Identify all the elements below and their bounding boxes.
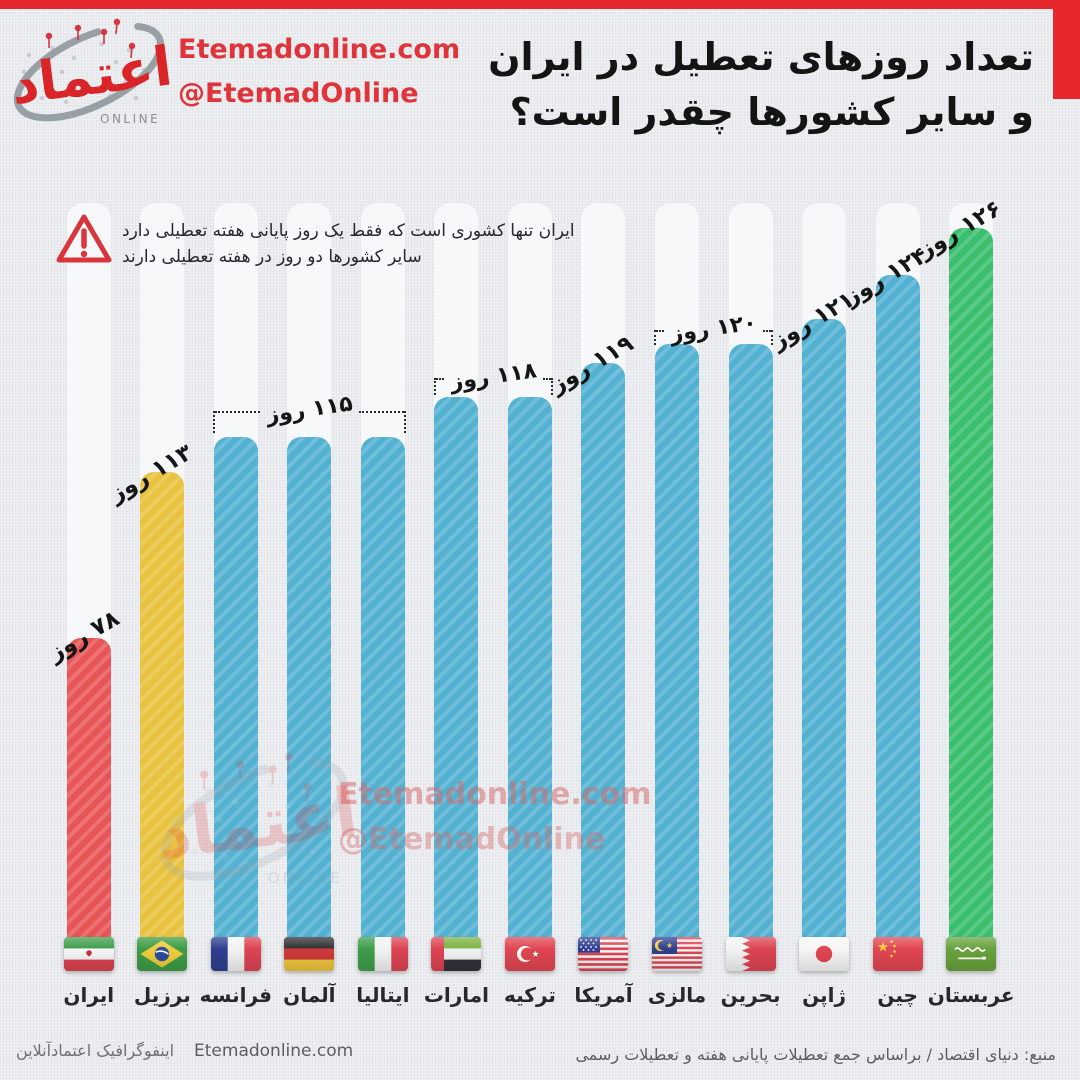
bar-germany (287, 437, 332, 970)
country-label-malaysia: مالزی (647, 983, 707, 1007)
bar-column-japan: ۱۲۱ روز ژاپن (767, 203, 861, 1007)
bar-japan (802, 319, 847, 970)
flag-bahrain-icon (725, 937, 776, 971)
bar-column-france: فرانسه (199, 203, 273, 1007)
bracket-line (656, 330, 665, 332)
svg-text:ONLINE: ONLINE (100, 112, 160, 126)
country-label-germany: آلمان (283, 983, 336, 1007)
bar-column-iran: ۷۸ روز ایران (44, 203, 126, 1007)
bar-column-italy: ایتالیا (346, 203, 420, 1007)
top-red-strip (0, 0, 1080, 9)
bar-turkey (507, 397, 552, 970)
flag-japan-icon (799, 937, 850, 971)
brand-links: Etemadonline.com @EtemadOnline (178, 36, 460, 107)
bar-malaysia (655, 344, 700, 970)
flag-iran-icon (63, 937, 114, 971)
country-label-usa: آمریکا (574, 983, 633, 1007)
group-value-bracket: ۱۱۸ روز (433, 358, 553, 403)
social-handle: @EtemadOnline (178, 78, 419, 109)
page-title: تعداد روزهای تعطیل در ایران و سایر کشوره… (488, 30, 1034, 140)
footer-credit: اینفوگرافیک اعتمادآنلاین Etemadonline.co… (16, 1041, 353, 1061)
bar-brazil (140, 472, 185, 970)
country-label-brazil: برزیل (133, 983, 191, 1007)
bracket-tick (213, 411, 216, 433)
country-label-france: فرانسه (199, 983, 273, 1007)
bracket-tick (771, 330, 774, 345)
bar-saudi-arabia (949, 228, 994, 970)
etemad-logo: اعتماد ONLINE (4, 10, 176, 142)
warning-triangle-icon (56, 214, 112, 263)
bar-column-saudi-arabia: ۱۲۶ روز عربستان (914, 195, 1014, 1007)
source-note: منبع: دنیای اقتصاد / براساس جمع تعطیلات … (575, 1045, 1056, 1064)
warning-line-1: ایران تنها کشوری است که فقط یک روز پایان… (122, 221, 575, 241)
flag-malaysia-icon (652, 937, 703, 971)
flag-turkey-icon (504, 937, 555, 971)
etemad-globe-logo: اعتماد ONLINE (7, 18, 176, 126)
bar-column-china: ۱۲۴ روز چین (841, 203, 935, 1007)
bracket-tick (403, 411, 406, 433)
flag-germany-icon (284, 937, 335, 971)
bracket-tick (433, 378, 436, 395)
warning-note-text: ایران تنها کشوری است که فقط یک روز پایان… (122, 218, 575, 271)
country-label-uae: امارات (423, 983, 490, 1007)
bracket-line (358, 411, 404, 413)
bracket-line (435, 378, 444, 380)
bracket-tick (550, 378, 553, 395)
flag-italy-icon (357, 937, 408, 971)
bar-column-uae: امارات (420, 203, 494, 1007)
svg-text:اعتماد: اعتماد (7, 34, 174, 116)
warning-note: ایران تنها کشوری است که فقط یک روز پایان… (56, 212, 575, 271)
flag-france-icon (210, 937, 261, 971)
bar-column-germany: آلمان (273, 203, 347, 1007)
bracket-line (542, 378, 551, 380)
group-value-bracket: ۱۱۵ روز (213, 391, 406, 436)
country-label-china: چین (877, 983, 918, 1007)
flag-uae-icon (431, 937, 482, 971)
flag-china-icon (872, 937, 923, 971)
country-label-japan: ژاپن (802, 983, 847, 1007)
title-line-2: و سایر کشورها چقدر است؟ (509, 90, 1034, 134)
credit-infographic-label: اینفوگرافیک اعتمادآنلاین (16, 1041, 175, 1060)
flag-saudi-arabia-icon (946, 937, 997, 971)
bar-column-brazil: ۱۱۳ روز برزیل (105, 203, 200, 1007)
country-label-saudi-arabia: عربستان (927, 983, 1015, 1007)
warning-line-2: سایر کشورها دو روز در هفته تعطیلی دارند (122, 247, 422, 268)
bar-column-turkey: ترکیه (493, 203, 567, 1007)
site-url: Etemadonline.com (178, 34, 461, 65)
credit-site-url: Etemadonline.com (194, 1041, 354, 1061)
country-label-italy: ایتالیا (356, 983, 410, 1007)
chart: ۷۸ روز ایران ۱۱۳ روز برزیل فرانسه آلمان ایتالی… (44, 195, 1015, 1007)
flag-usa-icon (578, 937, 629, 971)
bar-uae (434, 397, 479, 970)
bracket-line (763, 330, 772, 332)
bar-italy (360, 437, 405, 970)
country-label-bahrain: بحرین (720, 983, 781, 1007)
country-label-turkey: ترکیه (504, 983, 556, 1007)
title-red-accent-block (1053, 0, 1080, 99)
bracket-line (215, 411, 260, 413)
bracket-tick (654, 330, 657, 345)
title-line-1: تعداد روزهای تعطیل در ایران (488, 35, 1034, 79)
bar-china (875, 275, 920, 970)
bar-column-bahrain: بحرین (714, 203, 788, 1007)
bar-bahrain (728, 344, 773, 970)
bar-column-usa: ۱۱۹ روز آمریکا (547, 203, 641, 1007)
flag-brazil-icon (137, 937, 188, 971)
bar-france (213, 437, 258, 970)
bar-usa (581, 363, 626, 970)
bar-iran (66, 638, 111, 970)
country-label-iran: ایران (63, 983, 115, 1007)
group-value-bracket: ۱۲۰ روز (654, 310, 774, 355)
